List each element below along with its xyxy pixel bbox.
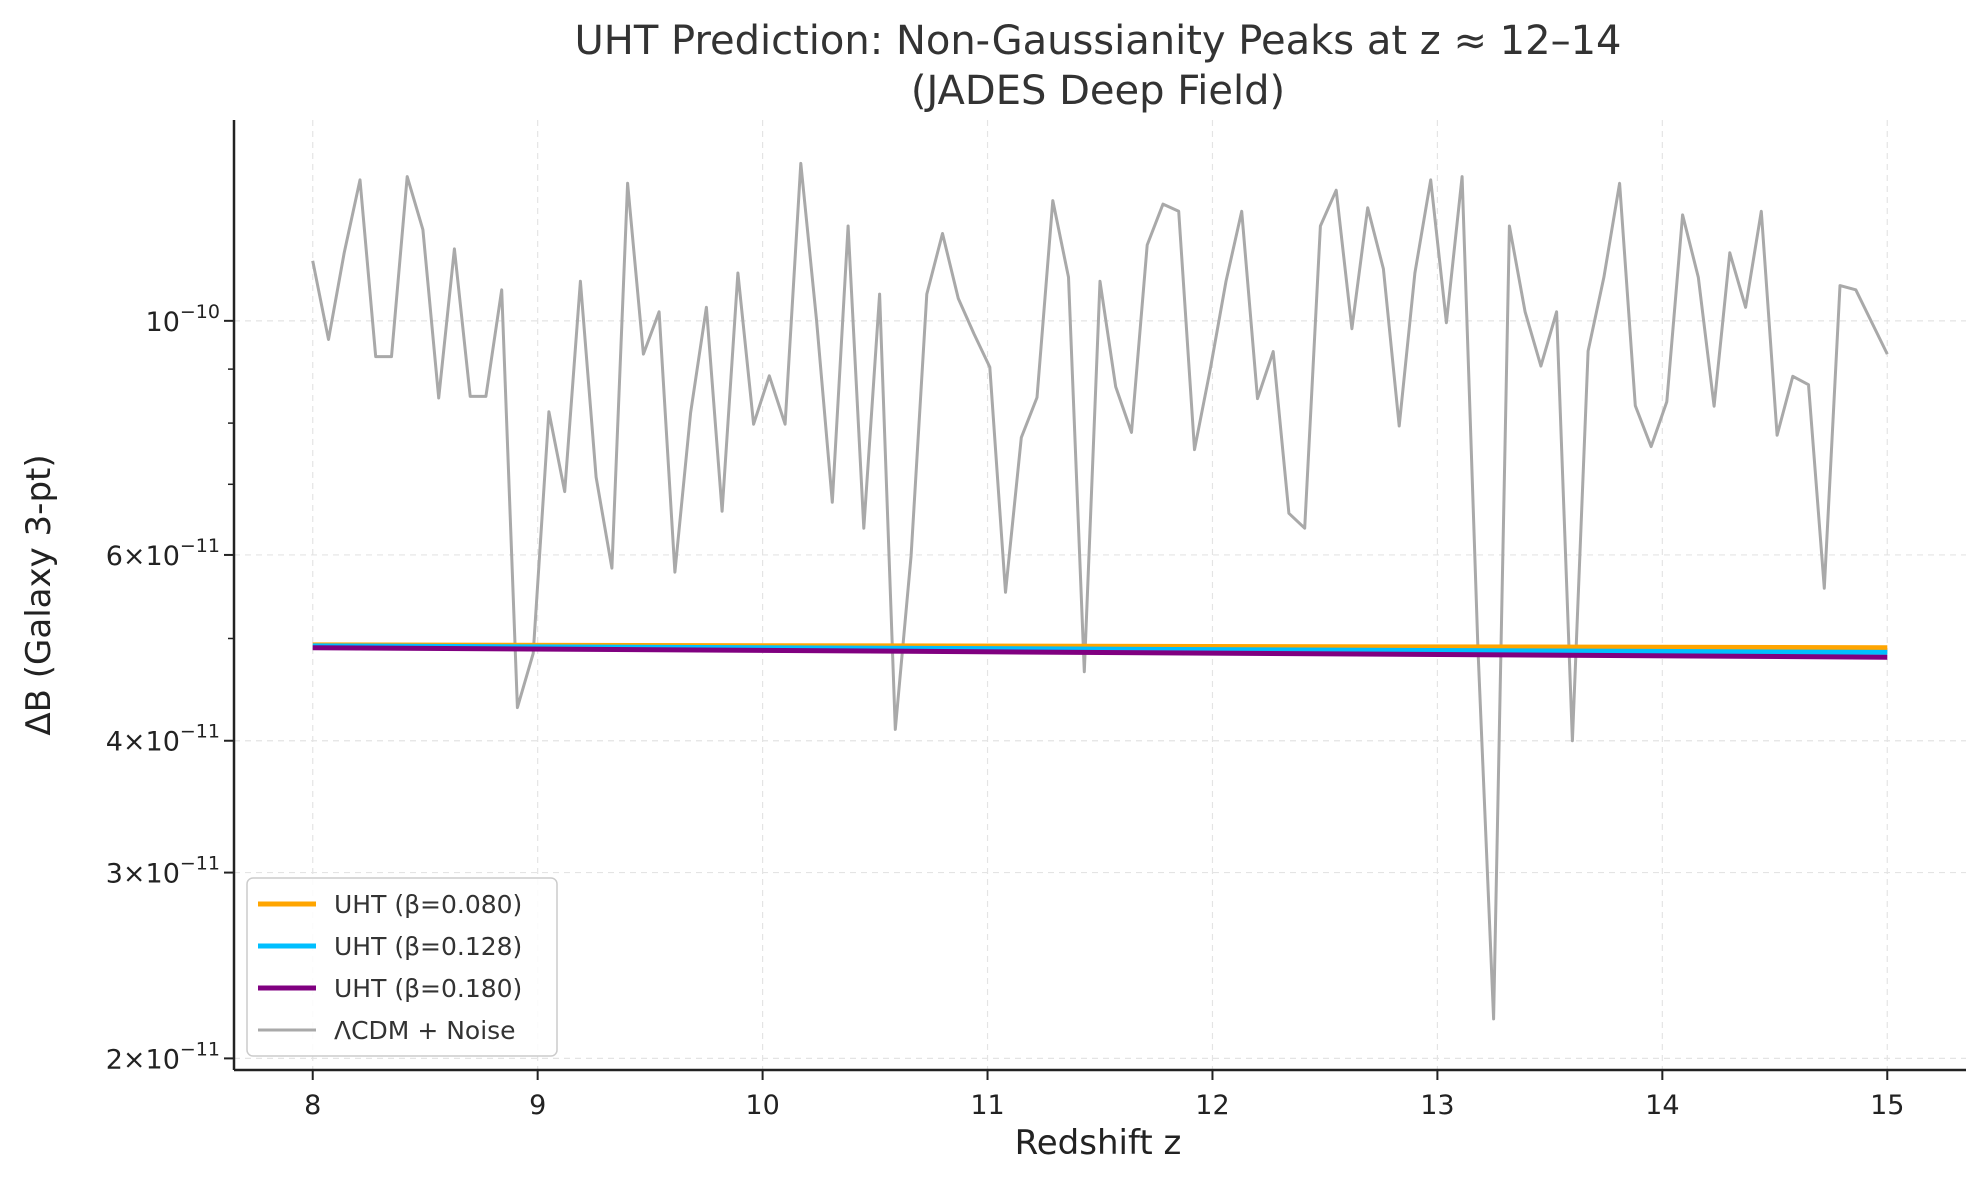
x-tick-label: 8	[304, 1090, 321, 1121]
legend-box	[246, 877, 558, 1057]
y-tick-base: 10	[146, 1044, 180, 1075]
x-tick-label: 12	[1195, 1090, 1229, 1121]
x-tick-label: 13	[1420, 1090, 1454, 1121]
y-tick-base: 10	[146, 541, 180, 572]
y-tick-exponent: −11	[180, 535, 220, 557]
plot-area	[311, 161, 1889, 1021]
y-tick-label: 4×10−11	[106, 721, 220, 758]
y-tick-mantissa: 2×	[106, 1044, 146, 1075]
x-axis-label: Redshift z	[1015, 1123, 1182, 1163]
x-tick-label: 11	[970, 1090, 1004, 1121]
legend-label-1: UHT (β=0.128)	[334, 932, 522, 961]
y-tick-mantissa: 4×	[106, 727, 146, 758]
series-line-3	[311, 161, 1889, 1021]
series-line-2	[312, 645, 1888, 660]
chart-subtitle: (JADES Deep Field)	[911, 68, 1285, 114]
y-tick-exponent: −11	[180, 721, 220, 743]
x-tick-label: 15	[1870, 1090, 1904, 1121]
x-tick-label: 9	[529, 1090, 546, 1121]
y-tick-mantissa: 6×	[106, 541, 146, 572]
axes	[232, 120, 1966, 1072]
y-tick-base: 10	[146, 307, 180, 338]
legend: UHT (β=0.080) UHT (β=0.128) UHT (β=0.180) Λ…	[246, 877, 558, 1057]
y-tick-exponent: −11	[180, 853, 220, 875]
y-tick-label: 6×10−11	[106, 535, 220, 572]
y-tick-mantissa: 3×	[106, 859, 146, 890]
x-tick-label: 10	[745, 1090, 779, 1121]
y-tick-exponent: −11	[180, 1038, 220, 1060]
y-tick-label: 3×10−11	[106, 853, 220, 890]
grid	[234, 120, 1966, 1070]
legend-label-3: ΛCDM + Noise	[334, 1016, 516, 1045]
y-tick-label: 10−10	[146, 301, 220, 338]
y-tick-exponent: −10	[180, 301, 220, 323]
chart-title: UHT Prediction: Non-Gaussianity Peaks at…	[575, 18, 1622, 64]
y-tick-label: 2×10−11	[106, 1038, 220, 1075]
y-axis-label: ΔB (Galaxy 3-pt)	[19, 454, 59, 735]
legend-label-2: UHT (β=0.180)	[334, 974, 522, 1003]
x-axis-ticks: 8 9 10 11 12 13 14 15	[304, 1070, 1904, 1121]
y-tick-base: 10	[146, 727, 180, 758]
x-tick-label: 14	[1645, 1090, 1679, 1121]
legend-label-0: UHT (β=0.080)	[334, 890, 522, 919]
y-tick-base: 10	[146, 859, 180, 890]
